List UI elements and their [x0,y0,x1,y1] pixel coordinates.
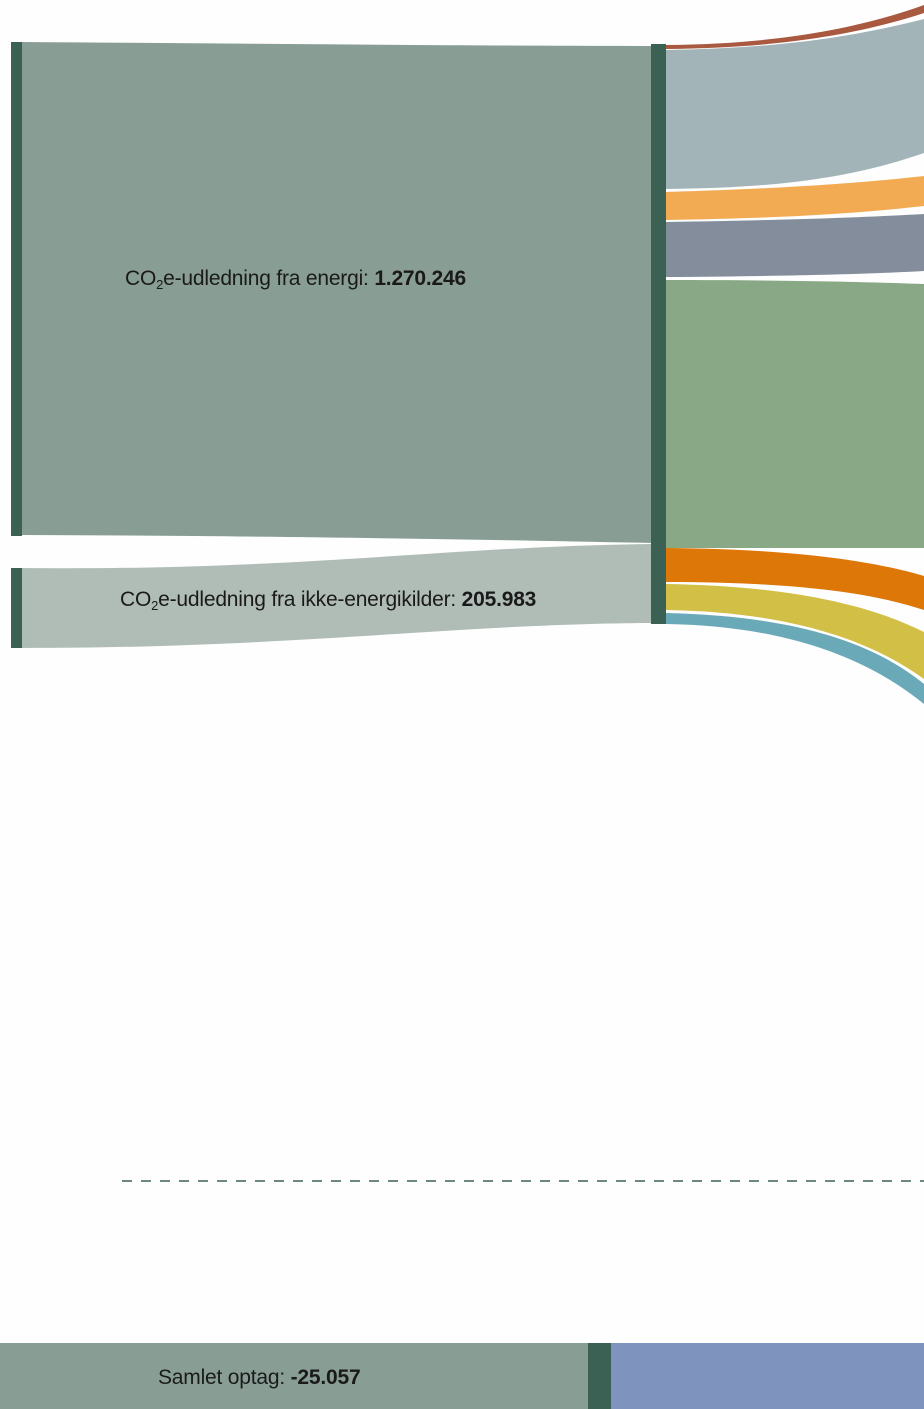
uptake-label: Samlet optag: -25.057 [158,1366,361,1389]
non-energy-source-bar [11,568,22,648]
uptake-source-block [0,1343,588,1409]
uptake-target-block [611,1343,924,1409]
flow-2 [666,19,924,189]
middle-node-bar [651,44,666,624]
energy-source-bar [11,42,22,536]
uptake-value: -25.057 [290,1366,361,1389]
energy-emission-value: 1.270.246 [374,267,466,290]
flow-8 [666,613,924,704]
flow-3 [666,176,924,220]
flow-1 [666,5,924,49]
flow-6 [666,548,924,610]
non-energy-emission-label: CO2e-udledning fra ikke-energikilder: 20… [120,588,537,613]
energy-emission-label: CO2e-udledning fra energi: 1.270.246 [125,267,466,292]
non-energy-source-block [22,544,652,648]
flow-4 [666,214,924,277]
flow-5 [666,280,924,548]
uptake-node-bar [588,1343,611,1409]
energy-source-block [22,42,652,543]
flow-7 [666,584,924,679]
non-energy-emission-value: 205.983 [461,588,537,611]
